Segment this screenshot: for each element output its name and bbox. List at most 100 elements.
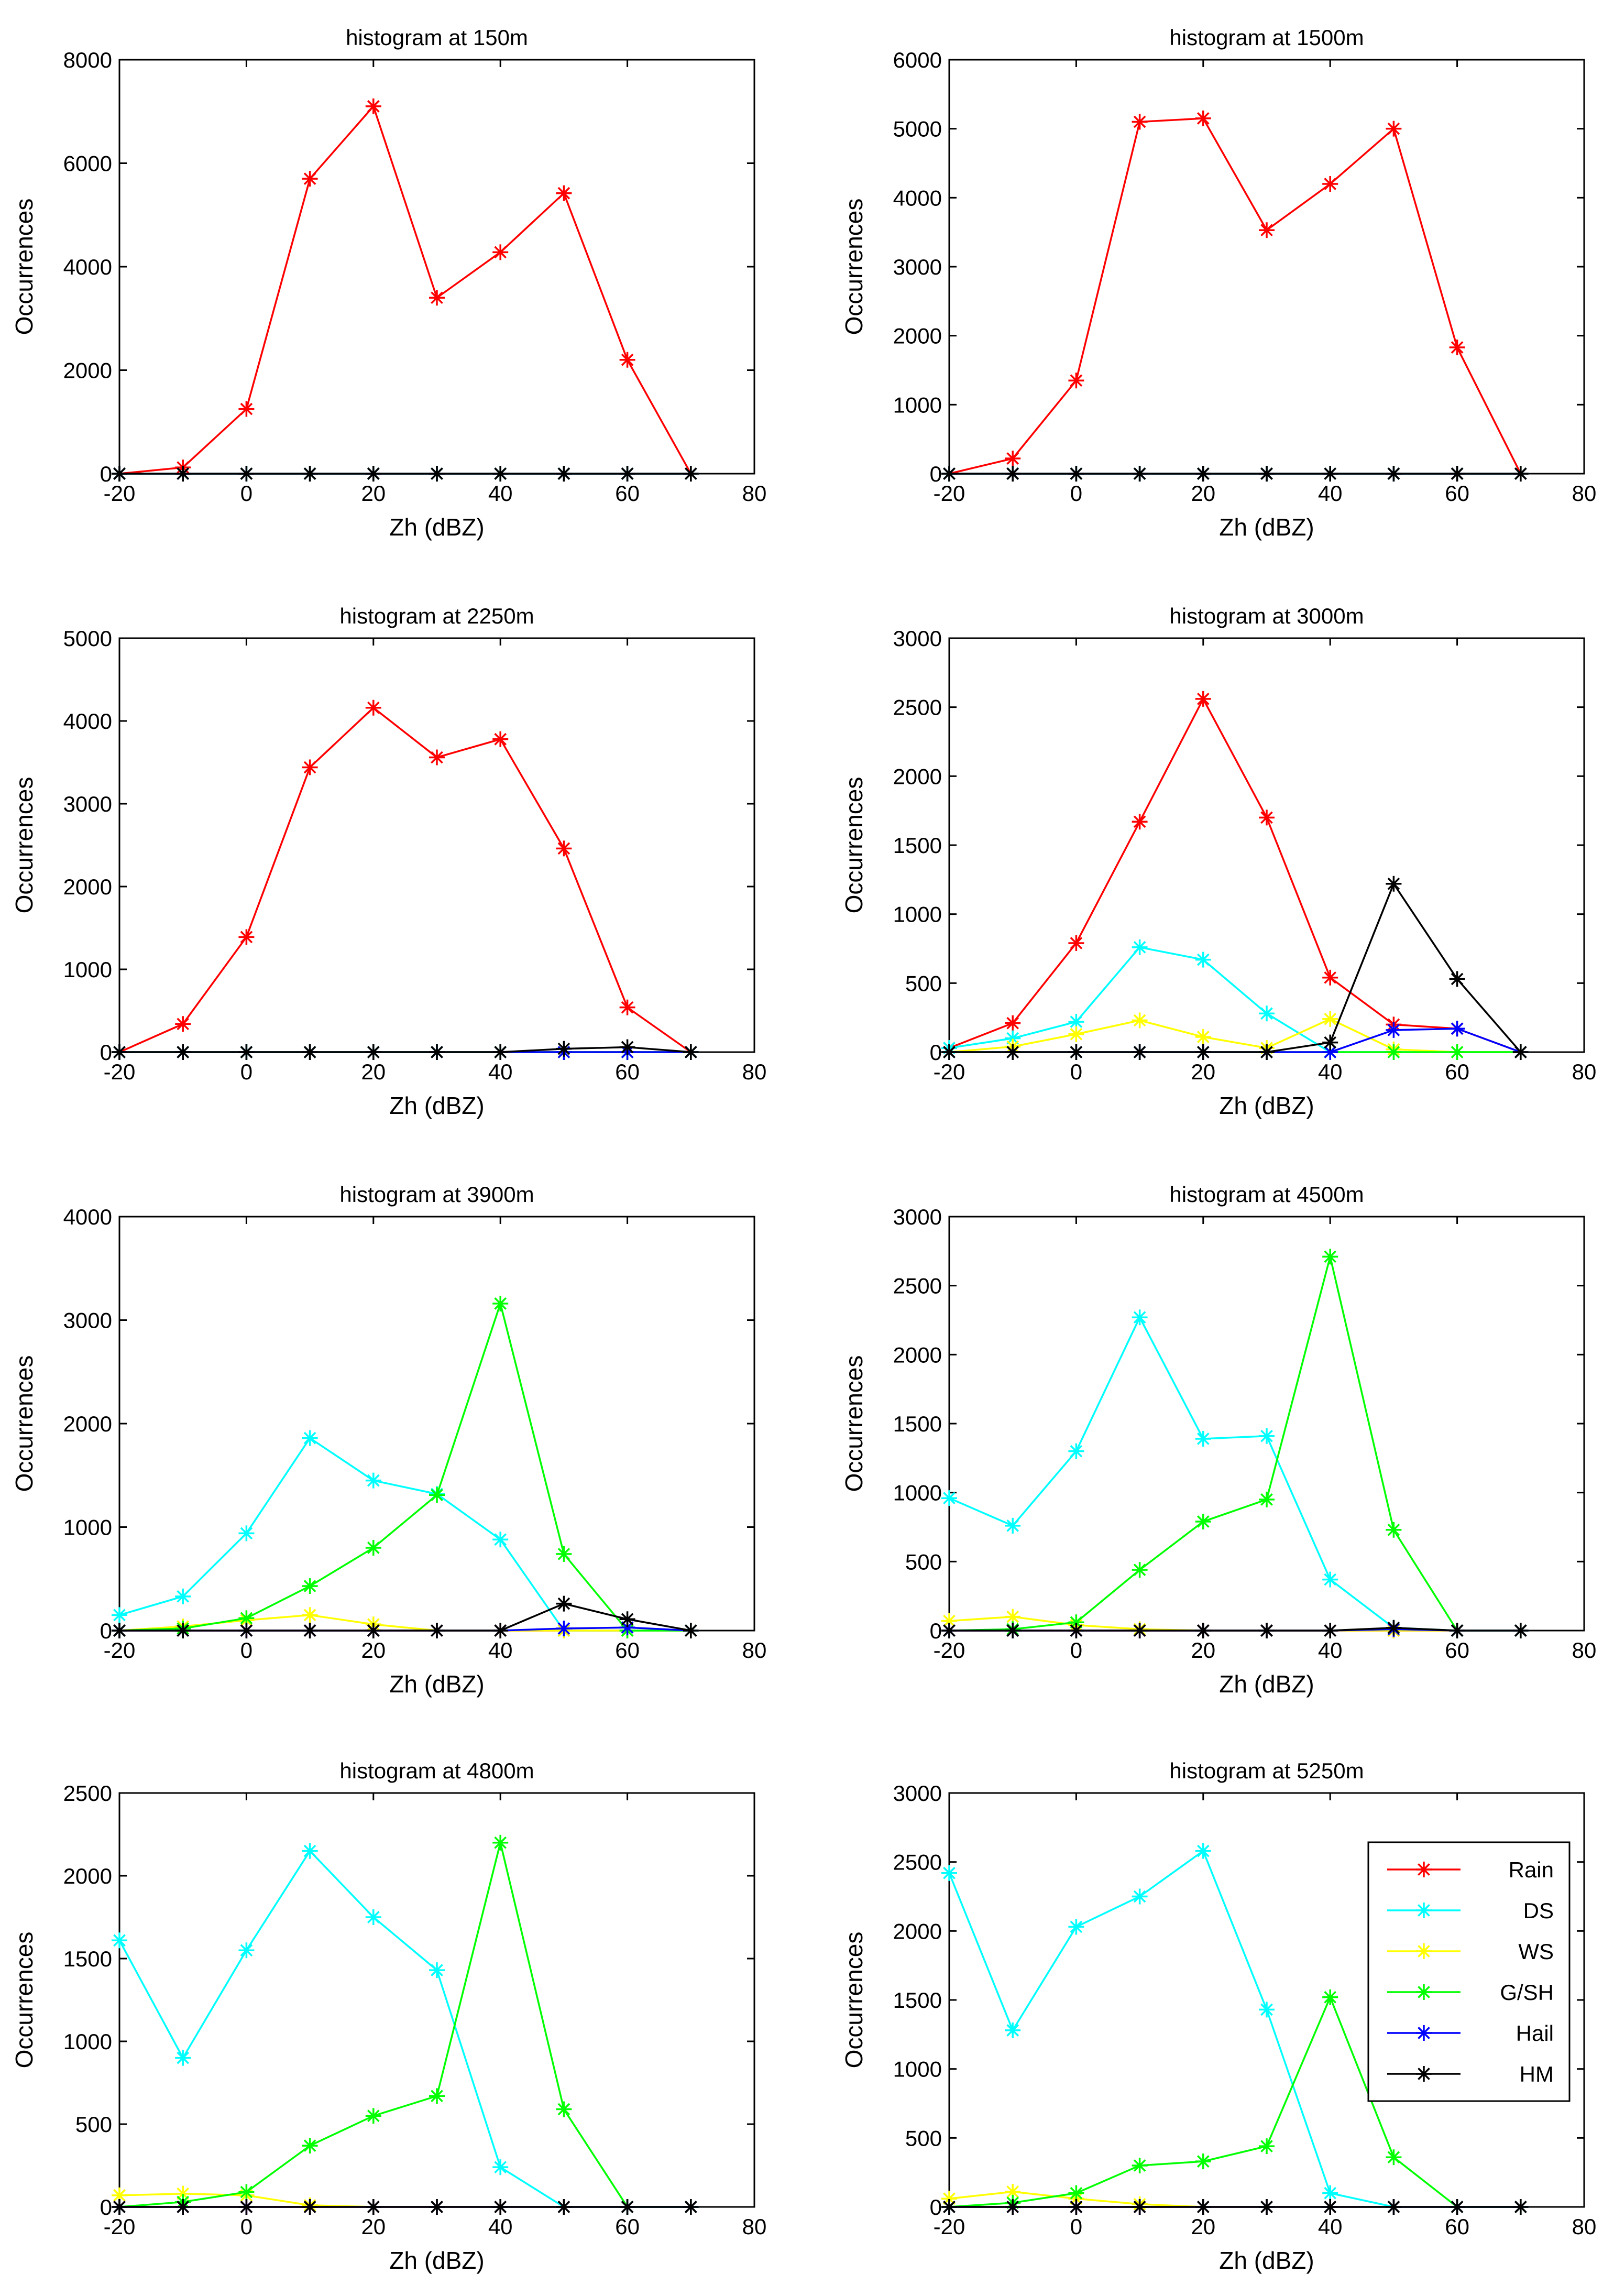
data-point-hm — [1132, 1044, 1148, 1060]
y-axis-label: Occurrences — [840, 1932, 868, 2069]
data-point-hm — [365, 466, 381, 482]
y-tick-label: 4000 — [63, 255, 112, 279]
data-point-rain — [556, 840, 572, 857]
y-tick-label: 0 — [100, 1040, 112, 1065]
plot-area — [118, 59, 755, 475]
series-g-sh — [112, 1834, 699, 2215]
data-point-ds — [1195, 1430, 1211, 1447]
legend-item-rain: Rain — [1387, 1857, 1554, 1882]
x-tick-label: 80 — [1572, 1638, 1597, 1663]
y-tick-label: 1000 — [63, 957, 112, 982]
y-tick-label: 1000 — [893, 392, 942, 417]
x-tick-label: 80 — [1572, 1059, 1597, 1084]
x-tick-label: 80 — [742, 1638, 767, 1663]
subplot-histogram-at-3000m: histogram at 3000m-20 0 20 40 60 800500100015… — [840, 604, 1596, 1119]
x-axis-label: Zh (dBZ) — [389, 1092, 484, 1119]
data-point-hm — [1132, 1623, 1148, 1638]
y-tick-label: 500 — [905, 1549, 942, 1574]
x-tick-label: 0 — [240, 1059, 252, 1084]
y-tick-label: 4000 — [63, 709, 112, 734]
data-point-hm — [683, 1623, 699, 1638]
data-point-g-sh — [1195, 1513, 1211, 1529]
chart-title: histogram at 4800m — [339, 1758, 534, 1783]
y-tick-label: 1000 — [63, 2029, 112, 2054]
x-tick-label: 0 — [240, 2214, 252, 2239]
data-point-g-sh — [1259, 1491, 1275, 1507]
y-tick-label: 3000 — [893, 1205, 942, 1229]
data-point-ws — [1005, 2184, 1021, 2200]
data-point-hm — [1005, 2199, 1021, 2215]
legend-marker-icon — [1416, 1943, 1432, 1959]
data-point-hm — [238, 2199, 255, 2215]
data-point-g-sh — [556, 2101, 572, 2117]
legend-marker-icon — [1416, 2066, 1432, 2082]
data-point-hm — [112, 1623, 127, 1638]
data-point-hm — [941, 1044, 957, 1060]
y-tick-label: 6000 — [63, 151, 112, 176]
data-point-rain — [238, 929, 255, 945]
x-tick-label: 40 — [1318, 2214, 1343, 2239]
data-point-hm — [429, 1623, 445, 1638]
data-point-hm — [1132, 466, 1148, 482]
data-point-ws — [1322, 1011, 1338, 1027]
series-line-hm — [949, 1626, 1521, 1632]
data-point-hm — [619, 466, 635, 482]
series-g-sh — [941, 1249, 1529, 1638]
y-tick-label: 1500 — [893, 1988, 942, 2013]
data-point-hail — [556, 1621, 572, 1637]
x-tick-label: 60 — [1445, 2214, 1469, 2239]
data-point-ds — [941, 1490, 957, 1506]
data-point-hm — [1386, 466, 1402, 482]
y-tick-label: 0 — [930, 462, 942, 486]
data-point-ds — [492, 1532, 509, 1548]
x-tick-label: 60 — [1445, 1059, 1469, 1084]
y-axis-label: Occurrences — [840, 777, 868, 914]
data-point-ds — [112, 1932, 127, 1949]
data-point-hm — [1386, 2199, 1402, 2215]
data-point-hm — [1068, 2199, 1084, 2215]
data-point-g-sh — [1259, 2138, 1275, 2155]
data-point-g-sh — [1386, 2149, 1402, 2166]
data-point-hm — [556, 1595, 572, 1612]
data-point-rain — [1132, 814, 1148, 830]
data-point-rain — [619, 999, 635, 1015]
series-hm — [941, 876, 1529, 1060]
data-point-g-sh — [1068, 2185, 1084, 2201]
y-tick-label: 1000 — [893, 902, 942, 927]
chart-title: histogram at 3000m — [1169, 604, 1364, 628]
data-point-hm — [941, 466, 957, 482]
series-line-g-sh — [119, 1300, 691, 1632]
x-axis-label: Zh (dBZ) — [389, 513, 484, 541]
data-point-g-sh — [302, 2138, 318, 2154]
legend-label: G/SH — [1500, 1980, 1554, 2005]
legend-box — [1367, 1841, 1571, 2102]
data-point-hm — [492, 1623, 509, 1638]
data-point-rain — [1322, 969, 1338, 986]
series-rain — [112, 699, 699, 1060]
y-tick-label: 2000 — [893, 764, 942, 789]
y-tick-label: 1000 — [63, 1515, 112, 1540]
series-hm — [941, 1620, 1529, 1638]
subplot-histogram-at-2250m: histogram at 2250m-20 0 20 40 60 800100020003… — [10, 604, 766, 1119]
data-point-hm — [1259, 2199, 1275, 2215]
data-point-g-sh — [556, 1546, 572, 1562]
data-point-ds — [1132, 939, 1148, 955]
y-tick-label: 0 — [100, 2195, 112, 2220]
legend-label: HM — [1520, 2062, 1554, 2086]
data-point-rain — [365, 98, 381, 114]
data-point-hm — [238, 1623, 255, 1638]
x-axis-label: Zh (dBZ) — [1219, 513, 1314, 541]
legend-label: DS — [1523, 1898, 1554, 1923]
data-point-ds — [238, 1525, 255, 1541]
y-tick-label: 0 — [930, 1040, 942, 1065]
data-point-rain — [1449, 340, 1465, 356]
data-point-rain — [1322, 176, 1338, 192]
x-tick-label: 80 — [1572, 481, 1597, 506]
x-tick-label: 20 — [1191, 1059, 1215, 1084]
data-point-rain — [1386, 121, 1402, 137]
data-point-rain — [429, 749, 445, 766]
data-point-hm — [683, 1044, 699, 1060]
y-tick-label: 2000 — [63, 1864, 112, 1888]
x-tick-label: 40 — [488, 2214, 513, 2239]
x-tick-label: -20 — [934, 2214, 965, 2239]
